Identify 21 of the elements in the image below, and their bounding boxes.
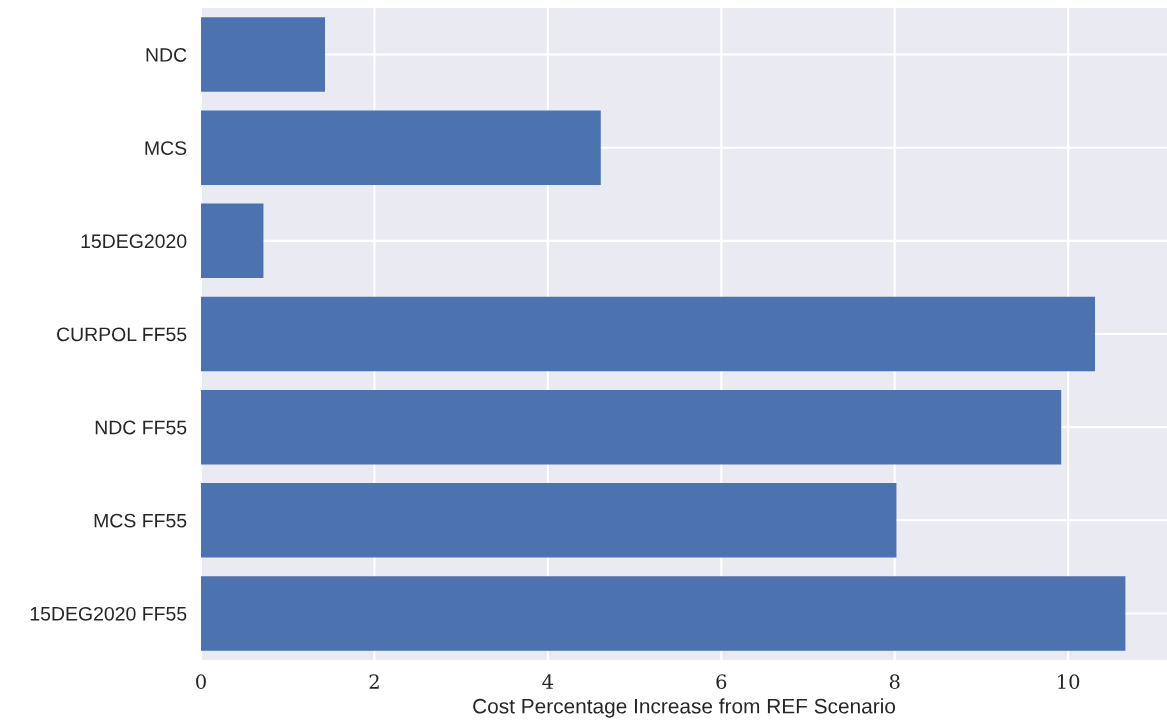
- bar: [201, 110, 601, 185]
- bar: [201, 296, 1096, 372]
- bar: [201, 483, 897, 558]
- y-tick-label: 15DEG2020: [81, 234, 187, 249]
- bar: [201, 389, 1062, 465]
- y-tick-label: NDC FF55: [95, 420, 187, 435]
- y-tick-label: MCS: [145, 141, 187, 155]
- y-tick-label: MCS FF55: [94, 513, 187, 528]
- y-tick-label: 15DEG2020 FF55: [30, 606, 187, 621]
- x-tick-label: 8: [889, 674, 900, 689]
- x-tick-label: 6: [716, 674, 727, 689]
- y-tick-label: CURPOL FF55: [57, 327, 187, 342]
- y-tick-label: NDC: [146, 48, 187, 62]
- x-axis-title: Cost Percentage Increase from REF Scenario: [473, 698, 896, 718]
- x-tick-label: 2: [369, 674, 379, 689]
- x-tick-label: 10: [1058, 674, 1080, 689]
- bar: [201, 17, 325, 92]
- x-tick-label: 0: [196, 674, 206, 689]
- bar: [201, 576, 1126, 651]
- bar: [201, 203, 264, 279]
- x-tick-label: 4: [542, 674, 554, 689]
